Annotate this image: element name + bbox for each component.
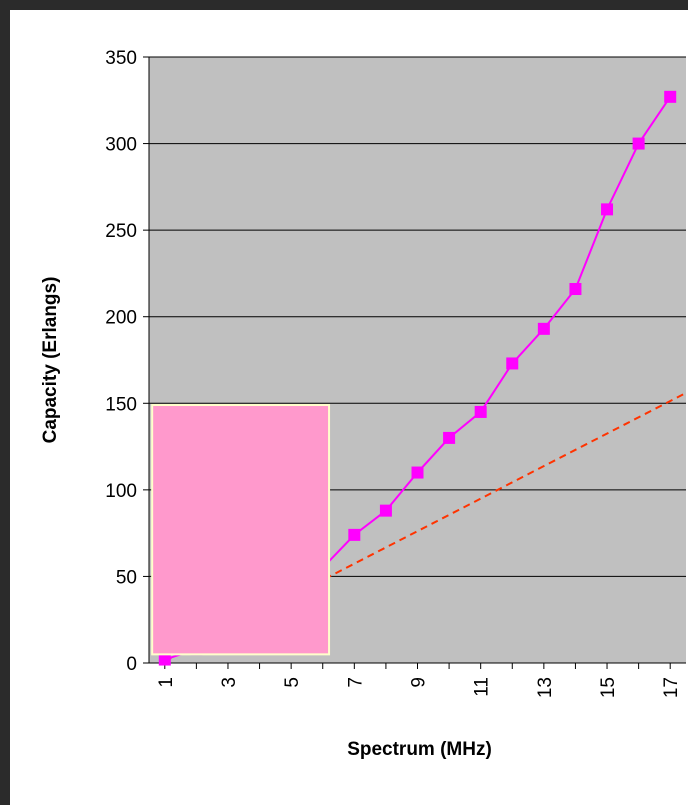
x-axis-ticks: 1 3 5 7 9 11 13 15 17 bbox=[156, 663, 682, 698]
x-tick-label-11: 11 bbox=[472, 677, 493, 697]
data-point-10 bbox=[443, 431, 456, 444]
x-tick-label-9: 9 bbox=[409, 677, 430, 688]
data-point-7 bbox=[348, 528, 361, 541]
x-tick-label-17: 17 bbox=[661, 677, 682, 698]
y-tick-label-0: 0 bbox=[126, 654, 137, 675]
x-axis-title: Spectrum (MHz) bbox=[347, 739, 492, 760]
x-tick-label-3: 3 bbox=[219, 677, 240, 688]
overlay-rectangle bbox=[151, 404, 331, 656]
overlay-rectangle-group bbox=[151, 404, 331, 656]
chart-frame: 0 50 100 150 200 250 300 350 1 3 5 7 9 11 13 15 17 Capa… bbox=[10, 10, 688, 805]
data-point-8 bbox=[379, 504, 392, 517]
data-point-16 bbox=[632, 137, 645, 150]
y-tick-label-250: 250 bbox=[105, 221, 137, 242]
y-tick-label-350: 350 bbox=[105, 48, 137, 69]
data-point-9 bbox=[411, 466, 424, 479]
data-point-12 bbox=[506, 357, 519, 370]
x-tick-label-5: 5 bbox=[282, 677, 303, 688]
x-tick-label-7: 7 bbox=[345, 677, 366, 688]
y-axis-ticks: 0 50 100 150 200 250 300 350 bbox=[105, 48, 149, 675]
data-point-11 bbox=[474, 405, 487, 418]
y-tick-label-50: 50 bbox=[116, 567, 137, 588]
data-point-14 bbox=[569, 283, 582, 296]
data-point-17 bbox=[664, 90, 677, 103]
y-tick-label-150: 150 bbox=[105, 394, 137, 415]
data-point-15 bbox=[601, 203, 614, 216]
data-point-1 bbox=[158, 653, 171, 666]
data-point-13 bbox=[537, 322, 550, 335]
y-axis-title: Capacity (Erlangs) bbox=[40, 277, 61, 444]
x-tick-label-1: 1 bbox=[156, 677, 177, 688]
x-tick-label-15: 15 bbox=[598, 677, 619, 698]
y-tick-label-300: 300 bbox=[105, 135, 137, 156]
x-tick-label-13: 13 bbox=[535, 677, 556, 698]
y-tick-label-200: 200 bbox=[105, 308, 137, 329]
y-tick-label-100: 100 bbox=[105, 481, 137, 502]
